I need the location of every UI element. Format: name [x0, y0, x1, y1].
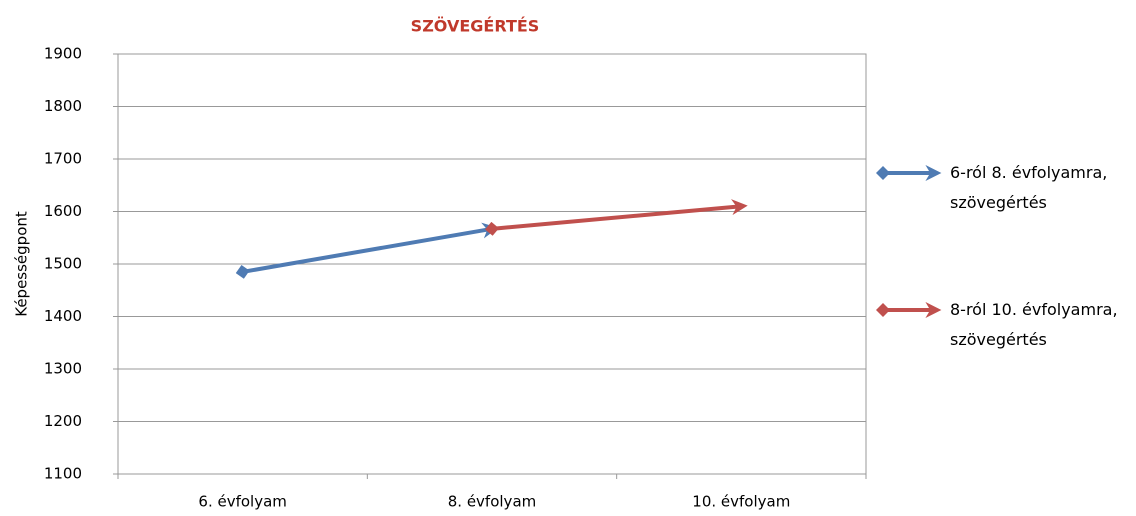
x-tick-label: 10. évfolyam: [692, 493, 790, 511]
y-tick-label: 1400: [44, 307, 82, 325]
y-tick-label: 1900: [44, 45, 82, 63]
y-axis-label: Képességpont: [13, 211, 31, 317]
y-tick-label: 1300: [44, 360, 82, 378]
y-tick-label: 1200: [44, 412, 82, 430]
x-tick-label: 8. évfolyam: [448, 493, 537, 511]
x-tick-label: 6. évfolyam: [198, 493, 287, 511]
y-tick-label: 1600: [44, 202, 82, 220]
y-tick-label: 1800: [44, 97, 82, 115]
legend-label: 6-ról 8. évfolyamra, szövegértés: [950, 163, 1108, 212]
y-tick-label: 1500: [44, 255, 82, 273]
chart-title: SZÖVEGÉRTÉS: [411, 17, 540, 36]
y-tick-label: 1100: [44, 465, 82, 483]
y-tick-label: 1700: [44, 150, 82, 168]
series-line: [235, 222, 499, 279]
series-line: [485, 199, 748, 236]
legend-label: 8-ról 10. évfolyamra, szövegértés: [950, 300, 1118, 349]
